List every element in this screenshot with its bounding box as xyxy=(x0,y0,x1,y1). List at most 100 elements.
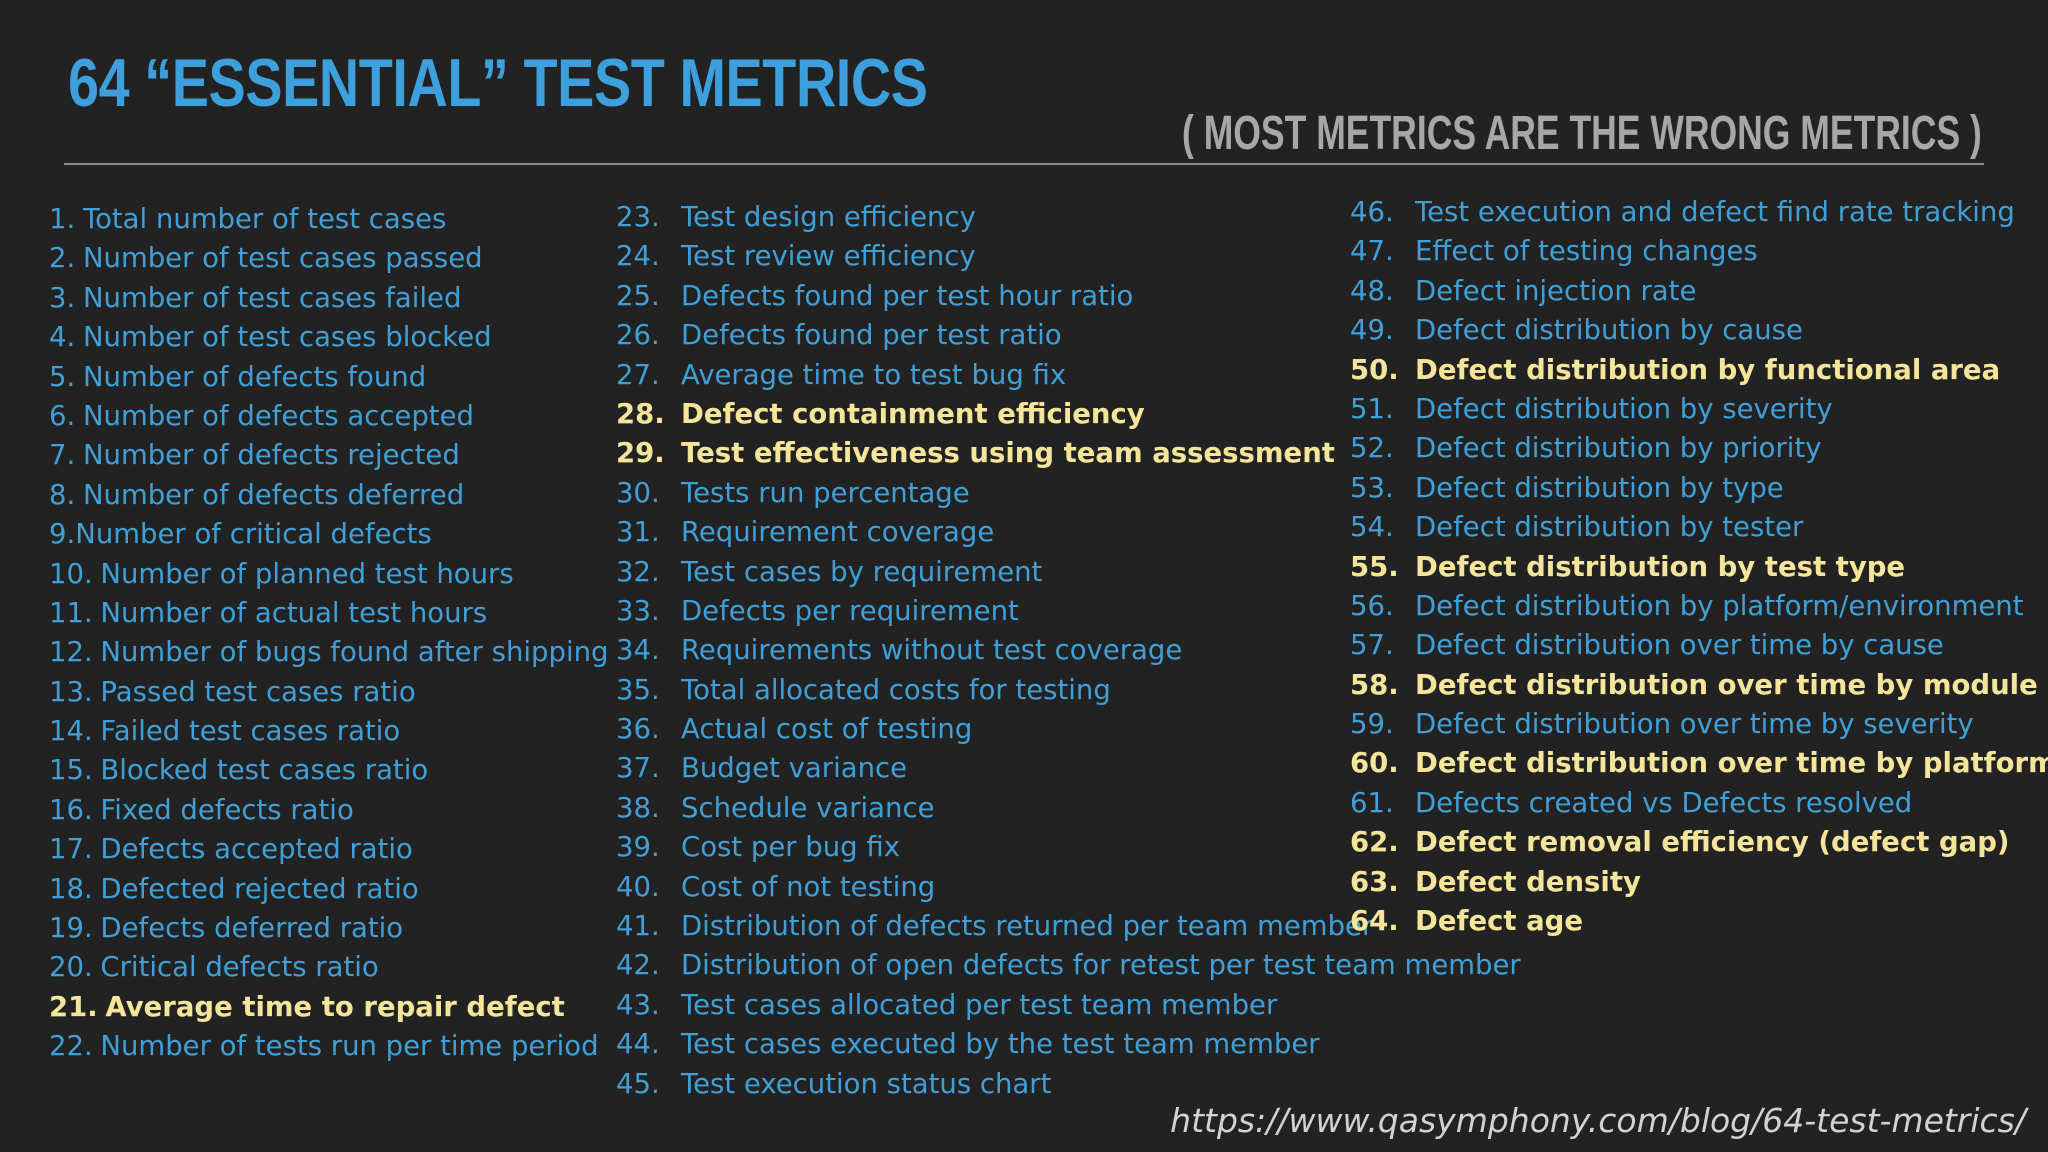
metric-number: 39. xyxy=(616,831,660,864)
metric-number: 37. xyxy=(616,752,660,785)
metric-number: 24. xyxy=(616,240,660,273)
metric-label: Test cases executed by the test team mem… xyxy=(681,1028,1320,1061)
metric-label: Defects created vs Defects resolved xyxy=(1415,786,1913,819)
metric-number: 34. xyxy=(616,634,660,667)
metric-item: 58. Defect distribution over time by modu… xyxy=(1350,666,2048,705)
metric-number: 43. xyxy=(616,988,660,1021)
metric-number: 15. xyxy=(49,754,93,787)
metric-number: 54. xyxy=(1350,511,1394,544)
metrics-column-2: 23. Test design efficiency 24. Test review … xyxy=(616,198,1521,1104)
metric-number: 26. xyxy=(616,319,660,352)
metric-number: 11. xyxy=(49,596,93,629)
metric-item: 39. Cost per bug fix xyxy=(616,828,1521,867)
metric-label: Average time to test bug fix xyxy=(681,358,1067,391)
metric-item: 5. Number of defects found xyxy=(49,358,609,397)
metric-item: 19. Defects deferred ratio xyxy=(49,909,609,948)
metric-label: Defect distribution by test type xyxy=(1415,550,1906,583)
metric-number: 47. xyxy=(1350,235,1394,268)
metric-label: Defect density xyxy=(1415,865,1641,898)
metric-label: Requirement coverage xyxy=(681,516,995,549)
metric-label: Number of tests run per time period xyxy=(100,1030,599,1063)
page-subtitle: ( MOST METRICS ARE THE WRONG METRICS ) xyxy=(1182,107,1982,160)
metric-label: Defects found per test hour ratio xyxy=(681,279,1134,312)
metric-item: 20. Critical defects ratio xyxy=(49,948,609,987)
metric-label: Number of critical defects xyxy=(75,518,432,551)
metric-item: 50. Defect distribution by functional are… xyxy=(1350,351,2048,390)
metric-number: 20. xyxy=(49,951,93,984)
metric-item: 41. Distribution of defects returned per … xyxy=(616,907,1521,946)
metric-label: Effect of testing changes xyxy=(1415,235,1758,268)
metric-number: 61. xyxy=(1350,786,1394,819)
metric-number: 41. xyxy=(616,910,660,943)
metric-label: Test review efficiency xyxy=(681,240,976,273)
metric-number: 22. xyxy=(49,1030,93,1063)
metric-label: Defect distribution over time by cause xyxy=(1415,629,1944,662)
metric-number: 51. xyxy=(1350,392,1394,425)
metric-item: 62. Defect removal efficiency (defect gap… xyxy=(1350,823,2048,862)
metric-number: 57. xyxy=(1350,629,1394,662)
metrics-column-1: 1. Total number of test cases 2. Number of … xyxy=(49,200,609,1067)
metric-item: 17. Defects accepted ratio xyxy=(49,830,609,869)
metrics-column-3: 46. Test execution and defect find rate t… xyxy=(1350,193,2048,941)
metric-item: 55. Defect distribution by test type xyxy=(1350,548,2048,587)
metric-item: 48. Defect injection rate xyxy=(1350,272,2048,311)
metric-item: 31. Requirement coverage xyxy=(616,513,1521,552)
metric-label: Defect distribution by functional area xyxy=(1415,353,2001,386)
metric-label: Number of defects found xyxy=(82,360,427,393)
metric-item: 34. Requirements without test coverage xyxy=(616,631,1521,670)
source-url: https://www.qasymphony.com/blog/64-test-… xyxy=(1170,1101,2026,1140)
metric-number: 49. xyxy=(1350,314,1394,347)
metric-number: 38. xyxy=(616,791,660,824)
metric-number: 18. xyxy=(49,872,93,905)
metric-number: 44. xyxy=(616,1028,660,1061)
metric-number: 59. xyxy=(1350,708,1394,741)
metric-item: 57. Defect distribution over time by caus… xyxy=(1350,626,2048,665)
metric-label: Defects found per test ratio xyxy=(681,319,1062,352)
metric-label: Tests run percentage xyxy=(681,476,970,509)
metric-label: Number of actual test hours xyxy=(100,596,488,629)
metric-item: 47. Effect of testing changes xyxy=(1350,232,2048,271)
metric-number: 25. xyxy=(616,279,660,312)
metric-label: Number of bugs found after shipping xyxy=(100,636,609,669)
metric-number: 63. xyxy=(1350,865,1399,898)
metric-number: 48. xyxy=(1350,274,1394,307)
metric-item: 56. Defect distribution by platform/envir… xyxy=(1350,587,2048,626)
metric-item: 13. Passed test cases ratio xyxy=(49,673,609,712)
metric-item: 35. Total allocated costs for testing xyxy=(616,671,1521,710)
metric-item: 2. Number of test cases passed xyxy=(49,239,609,278)
metric-item: 26. Defects found per test ratio xyxy=(616,316,1521,355)
metric-item: 12. Number of bugs found after shipping xyxy=(49,633,609,672)
metric-number: 3. xyxy=(49,281,76,314)
metric-label: Number of defects rejected xyxy=(82,439,460,472)
metric-item: 24. Test review efficiency xyxy=(616,237,1521,276)
metric-label: Test design efficiency xyxy=(681,201,976,233)
metric-label: Number of test cases blocked xyxy=(82,321,492,354)
metric-label: Test execution status chart xyxy=(681,1067,1052,1100)
metric-item: 3. Number of test cases failed xyxy=(49,279,609,318)
metric-number: 35. xyxy=(616,673,660,706)
metric-number: 2. xyxy=(49,242,76,275)
metric-number: 52. xyxy=(1350,432,1394,465)
metric-number: 5. xyxy=(49,360,76,393)
metric-label: Defect distribution by type xyxy=(1415,471,1784,504)
metric-label: Test effectiveness using team assessment xyxy=(681,437,1335,470)
metric-item: 15. Blocked test cases ratio xyxy=(49,751,609,790)
metric-number: 45. xyxy=(616,1067,660,1100)
metric-number: 36. xyxy=(616,713,660,746)
metric-label: Defects deferred ratio xyxy=(100,912,404,945)
metric-label: Total allocated costs for testing xyxy=(681,673,1111,706)
metric-number: 19. xyxy=(49,912,93,945)
metric-item: 63. Defect density xyxy=(1350,863,2048,902)
metric-label: Failed test cases ratio xyxy=(100,715,401,748)
metric-item: 54. Defect distribution by tester xyxy=(1350,508,2048,547)
metric-number: 16. xyxy=(49,793,93,826)
metric-label: Distribution of defects returned per tea… xyxy=(681,910,1374,943)
metric-number: 58. xyxy=(1350,668,1399,701)
metric-label: Test cases by requirement xyxy=(681,555,1043,588)
metric-label: Defect distribution by tester xyxy=(1415,511,1804,544)
metric-item: 25. Defects found per test hour ratio xyxy=(616,277,1521,316)
metric-item: 51. Defect distribution by severity xyxy=(1350,390,2048,429)
metric-item: 1. Total number of test cases xyxy=(49,200,609,239)
metric-item: 9.Number of critical defects xyxy=(49,515,609,554)
metric-label: Defect distribution by severity xyxy=(1415,392,1833,425)
